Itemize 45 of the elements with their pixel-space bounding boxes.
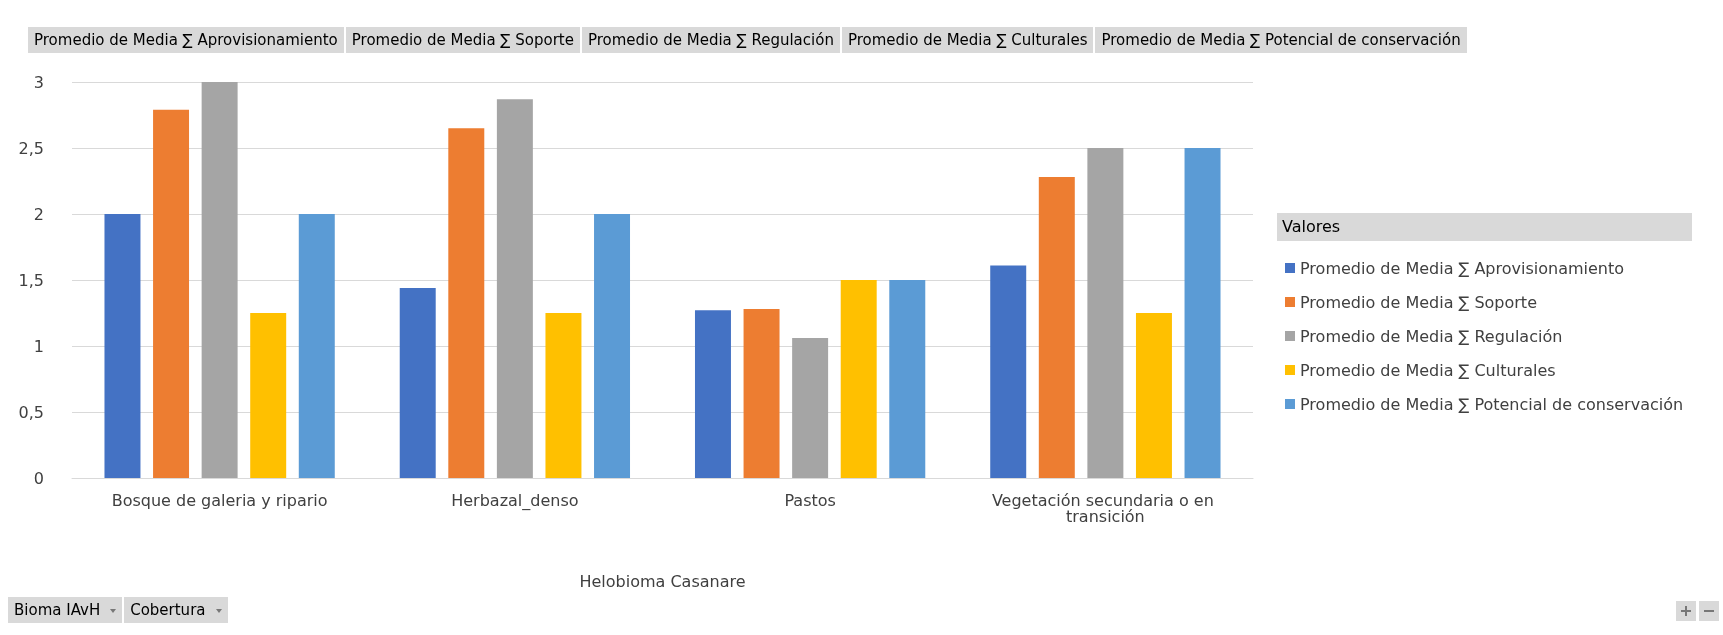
bar (1184, 148, 1221, 478)
bar (1038, 177, 1075, 478)
y-tick-label: 2,5 (18, 138, 44, 158)
bar (990, 265, 1027, 478)
bar (1087, 148, 1124, 478)
x-tick-label: Bosque de galeria y ripario (111, 490, 328, 510)
legend-label: Promedio de Media ∑ Soporte (1300, 292, 1537, 312)
bar (496, 99, 533, 478)
legend-label: Promedio de Media ∑ Regulación (1300, 326, 1563, 346)
bar (594, 214, 631, 478)
bar (104, 214, 141, 478)
text: Promedio de Media ∑ Culturales (847, 31, 1088, 49)
x-tick-label: Herbazal_denso (451, 490, 579, 511)
text: Cobertura (124, 597, 228, 623)
bar (792, 338, 829, 478)
bar (448, 128, 485, 478)
bar (399, 287, 436, 478)
legend-label: Promedio de Media ∑ Culturales (1300, 360, 1556, 380)
y-tick-label: 2 (33, 204, 44, 224)
y-tick-label: 1 (33, 336, 44, 356)
bar (889, 280, 926, 478)
x-tick-label: Vegetación secundaria o en transición (991, 490, 1219, 526)
text: Promedio de Media ∑ Regulación (587, 31, 834, 49)
legend-label: Promedio de Media ∑ Aprovisionamiento (1300, 258, 1625, 278)
y-tick-label: 0 (33, 468, 44, 488)
bar (1135, 313, 1172, 478)
legend-label: Promedio de Media ∑ Potencial de conservación (1300, 394, 1684, 414)
bar (201, 82, 238, 478)
text: Promedio de Media ∑ Potencial de conservación (1101, 31, 1461, 49)
bar (298, 214, 335, 478)
bar (250, 313, 287, 478)
y-tick-label: 1,5 (18, 270, 44, 290)
legend-title: Valores (1282, 216, 1341, 236)
bar (743, 309, 780, 478)
y-tick-label: 0,5 (18, 402, 44, 422)
y-tick-label: 3 (33, 72, 44, 92)
bar (840, 280, 877, 478)
x-axis-title: Helobioma Casanare (579, 571, 746, 591)
text: Bioma IAvH (8, 597, 123, 623)
x-tick-label: Pastos (784, 490, 836, 510)
text: Promedio de Media ∑ Soporte (351, 31, 574, 49)
bar (153, 109, 190, 478)
text: Promedio de Media ∑ Aprovisionamiento (34, 31, 338, 49)
bar (545, 313, 582, 478)
bar (694, 310, 731, 478)
